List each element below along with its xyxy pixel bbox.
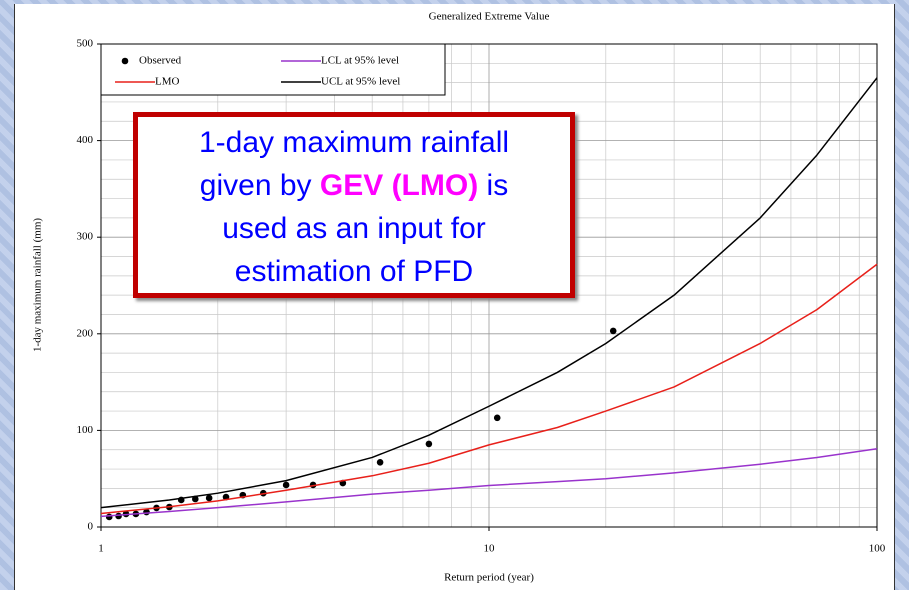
annotation-text: GEV (LMO) [319,169,479,202]
legend-label: LCL at 95% level [321,55,399,67]
series-line [100,263,878,515]
data-point [282,481,290,489]
annotation-text: used as an input for [222,212,486,245]
series-line [100,77,878,509]
legend-label: Observed [139,55,182,67]
annotation-text: estimation of PFD [234,255,474,288]
data-point [609,327,617,335]
annotation-text: given by [199,169,320,202]
y-tick-label: 0 [88,521,94,533]
legend-label: UCL at 95% level [321,76,400,88]
plot-frame [100,43,878,528]
annotation-line: 1-day maximum rainfall [138,121,570,164]
legend-label: LMO [155,76,180,88]
annotation-text: is [478,169,509,202]
data-point [425,440,433,448]
y-tick-label: 300 [77,231,94,243]
annotation-text: 1-day maximum rainfall [198,126,510,159]
data-point [205,494,213,502]
data-point [105,513,113,521]
data-point [191,495,199,503]
annotation-line: given by GEV (LMO) is [138,164,570,207]
x-tick-label: 10 [484,543,496,555]
legend-marker [121,57,129,65]
y-axis-label: 1-day maximum rainfall (mm) [32,218,44,352]
y-tick-label: 100 [77,424,94,436]
annotation-line: estimation of PFD [138,250,570,293]
x-tick-label: 1 [98,543,104,555]
y-tick-label: 200 [77,327,94,339]
annotation-box: 1-day maximum rainfall given by GEV (LMO)… [133,112,575,298]
x-tick-label: 100 [869,543,886,555]
annotation-line: used as an input for [138,207,570,250]
y-tick-label: 400 [77,134,94,146]
x-axis-label: Return period (year) [444,572,534,584]
chart-title: Generalized Extreme Value [429,11,550,23]
legend-box [100,43,446,96]
data-point [493,414,501,422]
data-point [376,458,384,466]
y-tick-label: 500 [77,38,94,50]
series-line [100,448,878,518]
